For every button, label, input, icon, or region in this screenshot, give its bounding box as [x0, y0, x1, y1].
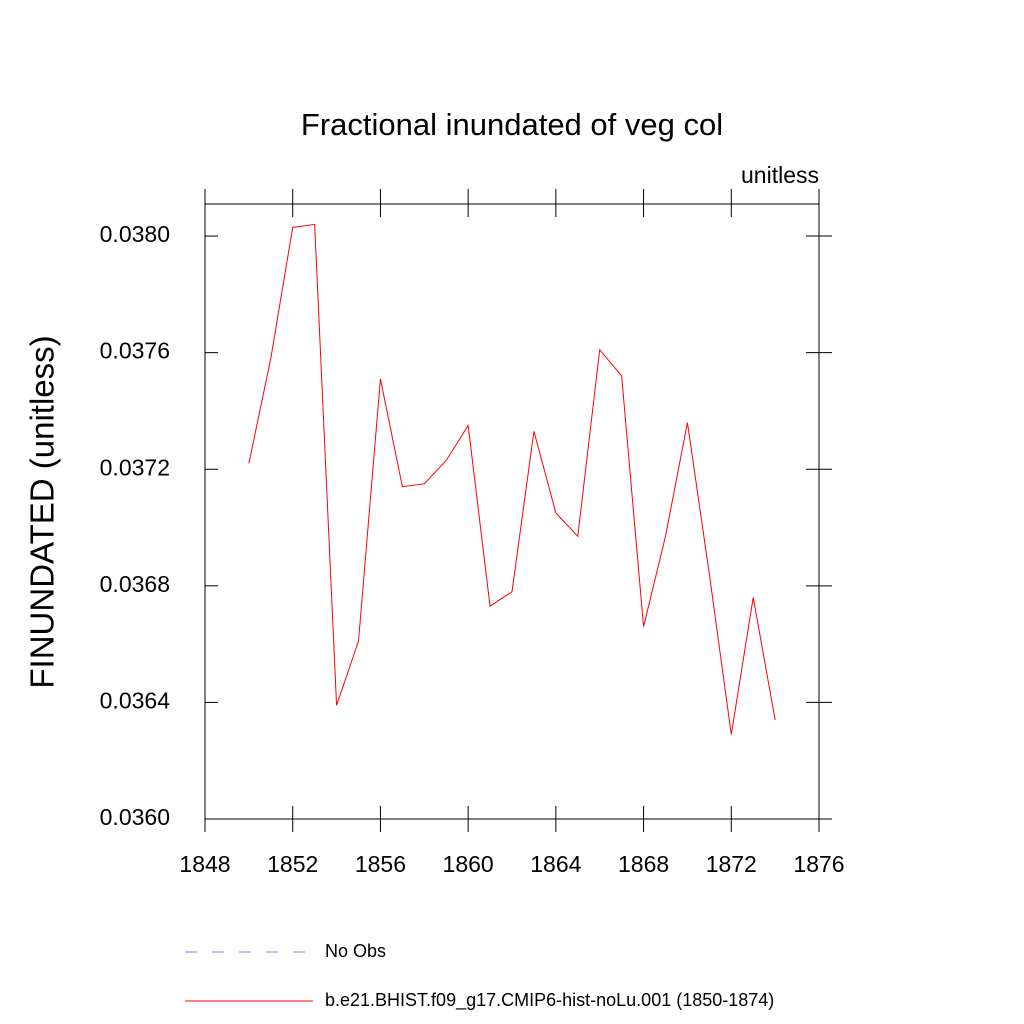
y-tick-label: 0.0368	[100, 571, 170, 597]
x-tick-label: 1852	[267, 851, 318, 877]
y-axis-label: FINUNDATED (unitless)	[24, 335, 61, 688]
subtitle: unitless	[741, 162, 819, 188]
x-tick-label: 1856	[355, 851, 406, 877]
x-tick-label: 1868	[618, 851, 669, 877]
x-tick-label: 1848	[179, 851, 230, 877]
y-tick-label: 0.0360	[100, 804, 170, 830]
x-tick-label: 1860	[443, 851, 494, 877]
x-tick-label: 1876	[793, 851, 844, 877]
legend-label: b.e21.BHIST.f09_g17.CMIP6-hist-noLu.001 …	[325, 990, 774, 1011]
x-tick-label: 1872	[706, 851, 757, 877]
y-tick-label: 0.0364	[100, 687, 171, 713]
y-tick-label: 0.0376	[100, 338, 170, 364]
plot-frame	[204, 203, 820, 820]
x-tick-label: 1864	[530, 851, 581, 877]
legend-label: No Obs	[325, 941, 386, 961]
y-tick-label: 0.0372	[100, 454, 170, 480]
chart-title: Fractional inundated of veg col	[301, 107, 723, 142]
data-line	[248, 223, 776, 735]
y-tick-label: 0.0380	[100, 221, 170, 247]
